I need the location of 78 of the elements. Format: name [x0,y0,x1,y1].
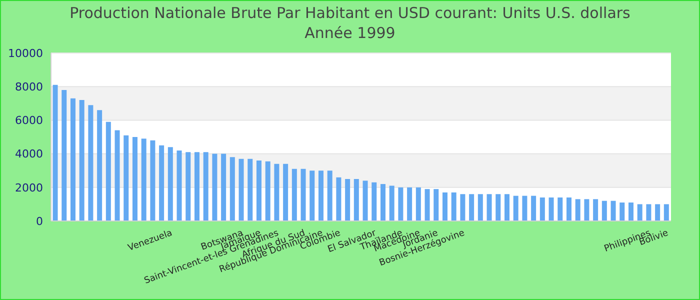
bar [274,164,280,221]
bar [389,186,394,221]
bar [97,110,102,221]
bar [513,196,518,221]
bar [548,197,554,221]
bar [176,150,182,221]
bar [114,130,120,221]
bar [300,168,306,221]
y-tick-label: 6000 [15,114,43,128]
bar [238,158,244,221]
bar [566,197,572,221]
bar [70,98,76,221]
bar [159,145,164,221]
bar [265,161,270,221]
bar [434,189,439,221]
bar [310,170,315,221]
bar [194,152,200,221]
bar [256,160,262,221]
bar [168,147,173,221]
bar [442,192,448,221]
y-tick-label: 0 [36,214,43,228]
bar [52,84,58,221]
bar [478,194,483,221]
bar [620,202,625,221]
bar [150,140,156,221]
bar [336,177,342,221]
chart-subtitle: Année 1999 [304,23,396,43]
bar [460,194,466,221]
bar [132,137,138,221]
bar [212,154,218,221]
bar [106,122,111,221]
bar [221,154,226,221]
y-tick-label: 8000 [15,80,43,94]
bar [496,194,501,221]
bar [540,197,545,221]
bar [230,157,235,221]
bar [283,164,288,221]
bar [522,196,528,221]
y-tick-label: 2000 [15,181,43,194]
bar [327,170,332,221]
y-tick-label: 4000 [15,148,43,161]
bar [575,199,580,221]
bar [124,135,129,221]
bar [248,158,253,221]
bar [664,204,669,221]
bar [292,168,297,221]
bar [186,152,191,221]
bar [504,194,510,221]
chart-title: Production Nationale Brute Par Habitant en USD courant: Units U.S. dollars [68,3,632,23]
bar [380,184,386,221]
bar [584,199,590,221]
bar [469,194,474,221]
bar [451,192,456,221]
bar [141,138,146,221]
bar [354,179,359,221]
bar [79,100,84,221]
bar [318,170,324,221]
bar [407,187,412,221]
bar [486,194,492,221]
bar [558,197,563,221]
bar [203,152,208,221]
bar [637,204,642,221]
bar [531,196,536,221]
bar [362,180,368,221]
bar [345,179,350,221]
bar [372,182,377,221]
bar [88,105,94,221]
bar [602,200,607,221]
bar [593,199,598,221]
bar [646,204,652,221]
y-tick-label: 10000 [8,46,43,60]
bar [62,90,67,221]
bar [655,204,660,221]
bar [610,200,616,221]
bar [424,189,430,221]
bar [628,202,634,221]
bar [416,187,421,221]
bar [398,187,404,221]
